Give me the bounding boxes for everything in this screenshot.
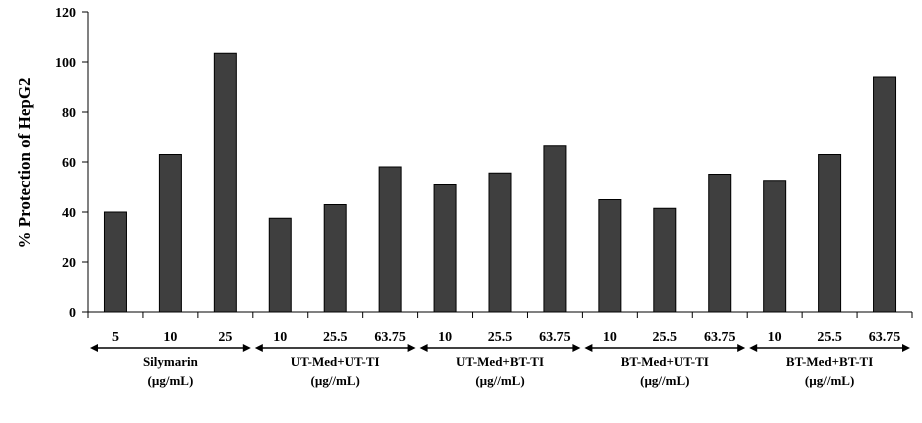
y-tick-label: 100 bbox=[55, 56, 76, 71]
x-tick-label: 63.75 bbox=[374, 330, 406, 345]
y-tick-label: 0 bbox=[69, 306, 76, 321]
arrow-left-icon bbox=[584, 344, 593, 352]
group-label: UT-Med+UT-TI bbox=[291, 354, 380, 369]
bar bbox=[543, 145, 567, 313]
bar bbox=[818, 154, 842, 313]
group-unit-label: (µg//mL) bbox=[805, 373, 854, 388]
bar bbox=[213, 52, 237, 313]
arrow-left-icon bbox=[90, 344, 98, 352]
bar bbox=[268, 217, 292, 313]
y-tick-label: 80 bbox=[62, 106, 76, 121]
arrow-right-icon bbox=[242, 344, 251, 352]
bar bbox=[598, 199, 622, 313]
group-unit-label: (µg/mL) bbox=[148, 373, 194, 388]
group-label: UT-Med+BT-TI bbox=[456, 354, 544, 369]
arrow-left-icon bbox=[254, 344, 263, 352]
x-tick-label: 63.75 bbox=[704, 330, 736, 345]
y-tick-label: 120 bbox=[55, 6, 76, 21]
x-tick-label: 25.5 bbox=[323, 330, 348, 345]
group-unit-label: (µg//mL) bbox=[640, 373, 689, 388]
group-label: BT-Med+BT-TI bbox=[786, 354, 873, 369]
x-tick-label: 25.5 bbox=[488, 330, 513, 345]
x-tick-label: 10 bbox=[273, 330, 287, 345]
group-unit-label: (µg//mL) bbox=[311, 373, 360, 388]
arrow-right-icon bbox=[737, 344, 746, 352]
bar bbox=[708, 174, 732, 313]
x-tick-label: 10 bbox=[163, 330, 177, 345]
bars bbox=[103, 52, 897, 313]
bar bbox=[103, 211, 127, 313]
bar bbox=[653, 207, 677, 313]
group-label: BT-Med+UT-TI bbox=[621, 354, 709, 369]
y-ticks: 0 20 40 60 80 100 120 bbox=[55, 6, 88, 321]
group-label: Silymarin bbox=[143, 354, 199, 369]
y-tick-label: 40 bbox=[62, 206, 76, 221]
arrow-right-icon bbox=[572, 344, 581, 352]
x-tick-label: 10 bbox=[768, 330, 782, 345]
x-tick-label: 25.5 bbox=[817, 330, 842, 345]
x-tick-labels: 5 10 25 10 25.5 63.75 10 25.5 63.75 10 25.5 63.75 10… bbox=[112, 330, 900, 345]
bar bbox=[323, 204, 347, 313]
bar bbox=[873, 76, 897, 313]
group-labels: Silymarin (µg/mL) UT-Med+UT-TI (µg//mL) UT-M… bbox=[90, 344, 910, 388]
x-tick-label: 25 bbox=[218, 330, 232, 345]
bar bbox=[378, 166, 402, 313]
bar bbox=[763, 180, 787, 313]
arrow-right-icon bbox=[407, 344, 416, 352]
arrow-left-icon bbox=[749, 344, 758, 352]
y-tick-label: 60 bbox=[62, 156, 76, 171]
y-tick-label: 20 bbox=[62, 256, 76, 271]
x-tick-label: 10 bbox=[603, 330, 617, 345]
bar bbox=[488, 172, 512, 313]
bar bbox=[433, 184, 457, 313]
arrow-left-icon bbox=[419, 344, 428, 352]
x-tick-label: 25.5 bbox=[653, 330, 678, 345]
group-unit-label: (µg//mL) bbox=[475, 373, 524, 388]
arrow-right-icon bbox=[902, 344, 910, 352]
x-tick-label: 10 bbox=[438, 330, 452, 345]
y-axis-label: % Protection of HepG2 bbox=[15, 77, 34, 248]
x-tick-label: 63.75 bbox=[539, 330, 571, 345]
x-tick-label: 5 bbox=[112, 330, 119, 345]
x-tick-label: 63.75 bbox=[869, 330, 901, 345]
bar bbox=[158, 154, 182, 313]
